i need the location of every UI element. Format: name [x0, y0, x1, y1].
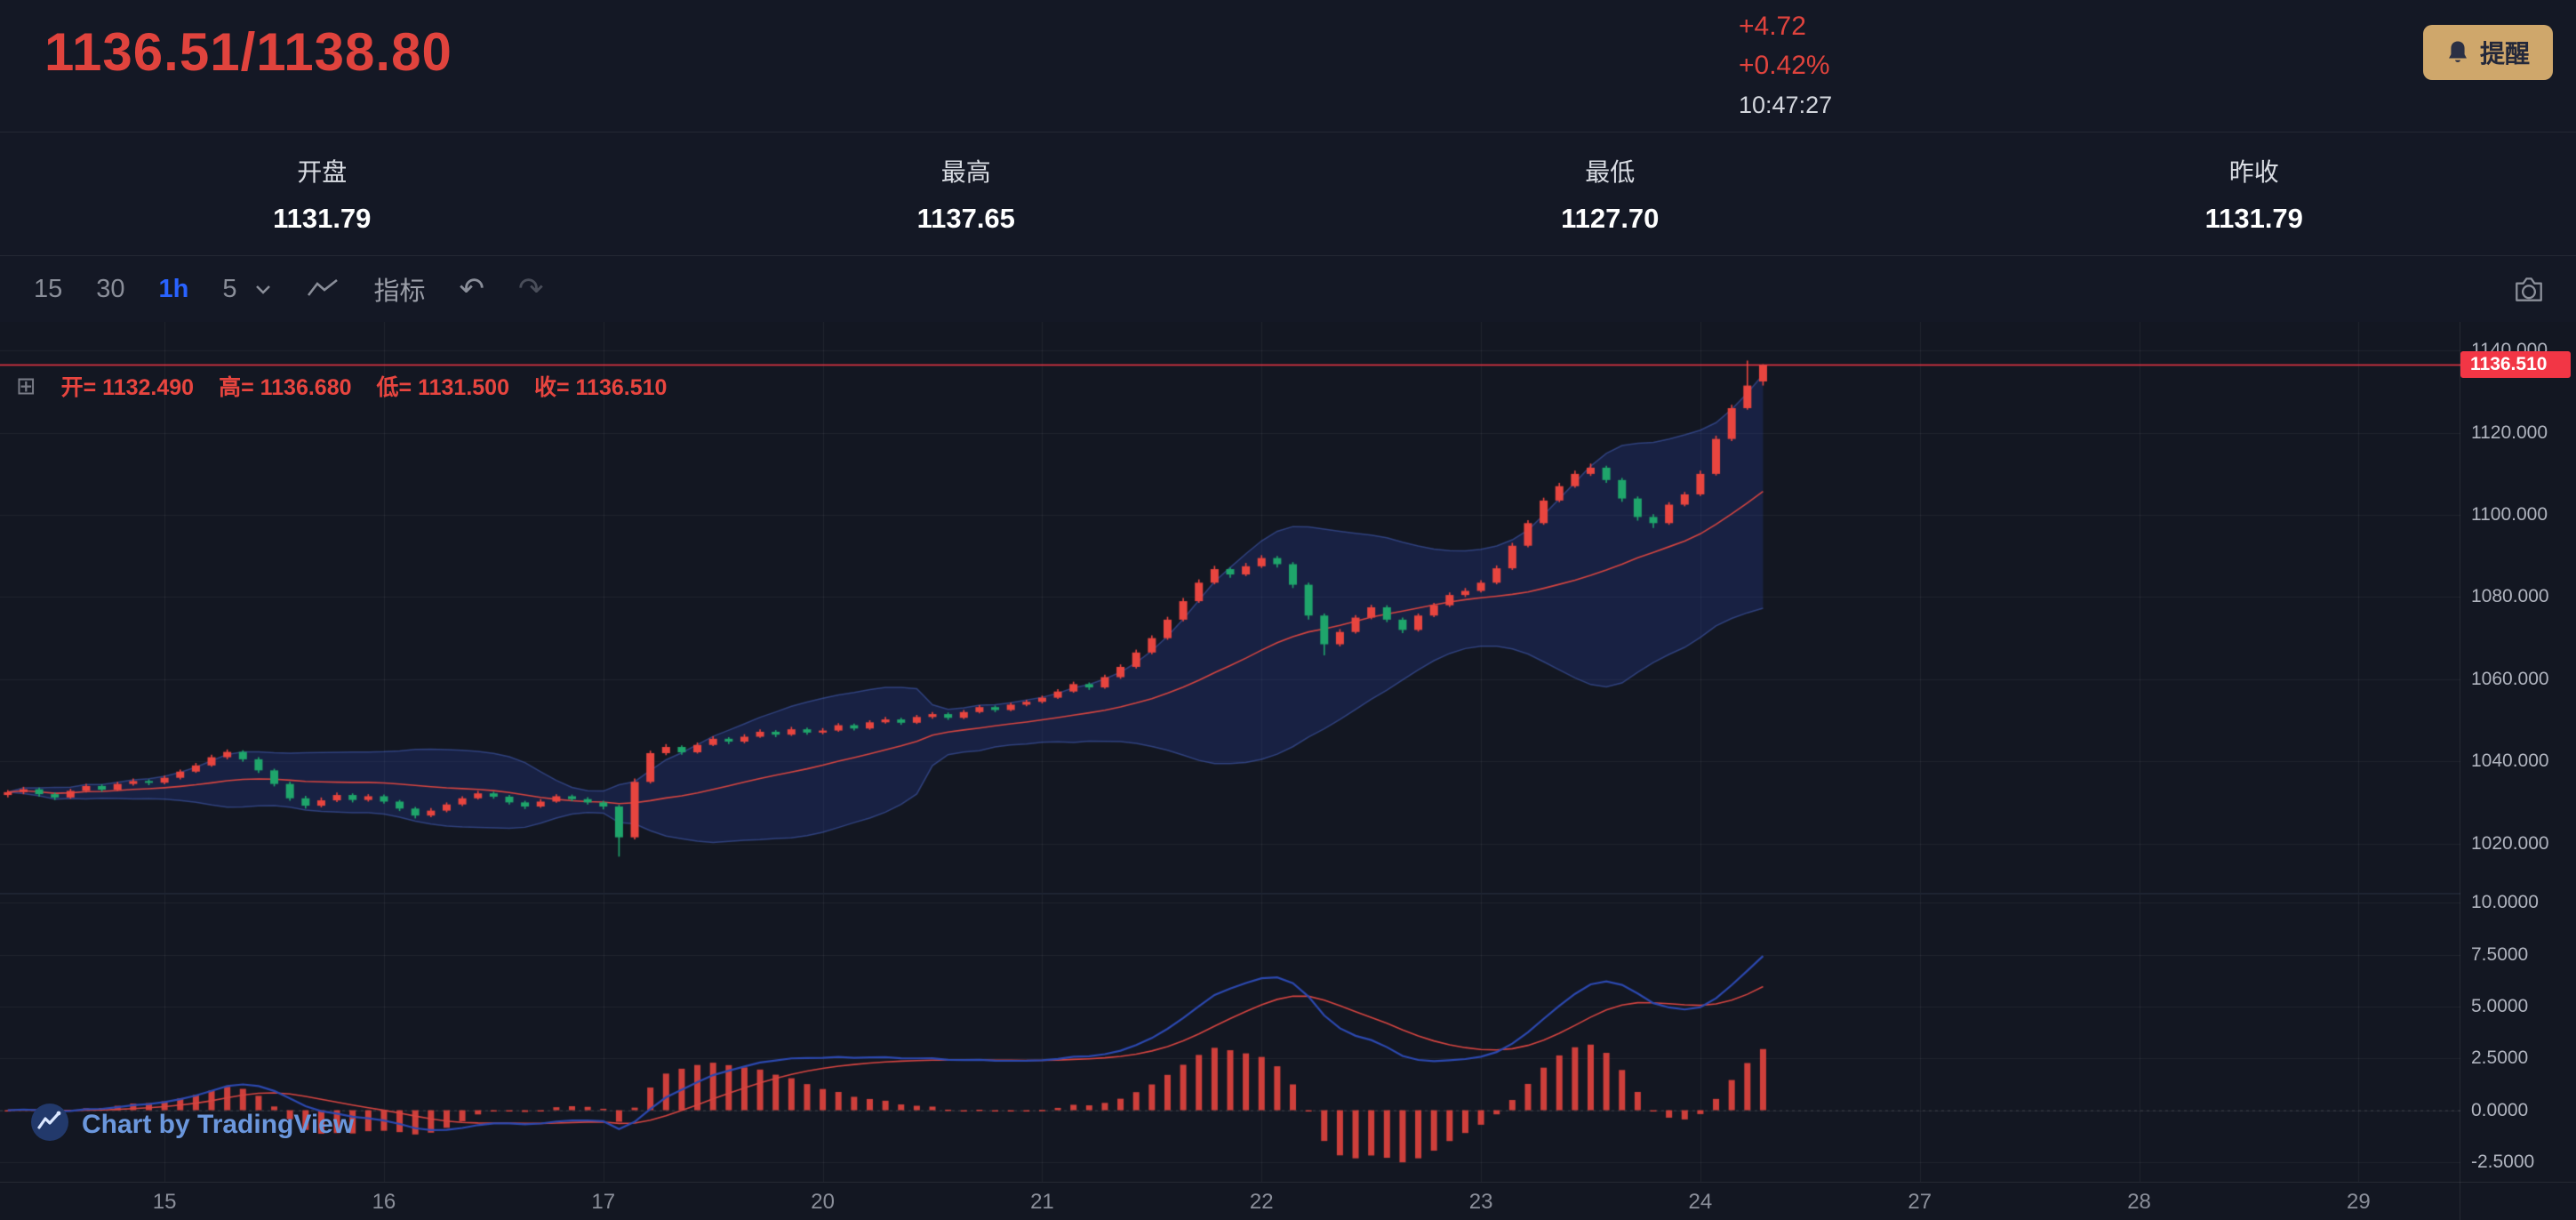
interval-group: 15 30 1h 5	[34, 275, 237, 304]
candlestick-chart[interactable]	[0, 322, 2460, 893]
panel-divider[interactable]	[0, 893, 2460, 895]
time-label: 22	[1249, 1190, 1274, 1214]
stat-value: 1137.65	[916, 203, 1015, 234]
ohlc-values: 开= 1132.490 高= 1136.680 低= 1131.500 收= 1136…	[61, 370, 668, 402]
indicators-button[interactable]: 指标	[373, 277, 426, 306]
stat-label: 昨收	[2228, 158, 2279, 186]
camera-icon[interactable]	[2512, 274, 2546, 304]
grid-icon[interactable]: ⊞	[16, 372, 36, 400]
stat-high: 最高 1137.65	[644, 132, 1289, 255]
macd-tick: 2.5000	[2471, 1047, 2529, 1069]
price-change-percent: +0.42%	[1739, 51, 1830, 80]
tradingview-attribution[interactable]: Chart by TradingView	[30, 1103, 354, 1146]
macd-tick: 7.5000	[2471, 943, 2529, 965]
chart-toolbar: 15 30 1h 5 指标 ↶ ↷	[0, 256, 2576, 322]
price-axis[interactable]: 1140.000 1120.000 1100.000 1080.000 1060.000…	[2460, 322, 2576, 1220]
ohlc-item: 收= 1136.510	[533, 375, 668, 400]
price-tick: 1100.000	[2471, 504, 2548, 526]
chevron-down-icon[interactable]	[253, 282, 273, 296]
macd-tick: -2.5000	[2471, 1151, 2535, 1172]
time-axis[interactable]: 15 16 17 20 21 22 23 24 27 28 29	[0, 1182, 2576, 1220]
stat-label: 最高	[940, 158, 991, 186]
undo-icon[interactable]: ↶	[459, 271, 485, 307]
interval-15[interactable]: 15	[34, 274, 63, 303]
interval-5[interactable]: 5	[222, 274, 237, 303]
chart-section: ⊞ 开= 1132.490 高= 1136.680 低= 1131.500 收= 11…	[0, 322, 2576, 1220]
stat-value: 1131.79	[2204, 203, 2303, 234]
bell-icon	[2446, 39, 2469, 66]
stat-open: 开盘 1131.79	[0, 132, 644, 255]
price-tick: 1020.000	[2471, 832, 2549, 854]
change-block: +4.72 +0.42% 10:47:27	[1739, 7, 1832, 124]
price-tick: 1120.000	[2471, 421, 2548, 443]
time-label: 29	[2347, 1190, 2371, 1214]
stat-label: 最低	[1585, 158, 1636, 186]
alert-button-label: 提醒	[2479, 40, 2530, 68]
ohlc-legend: ⊞ 开= 1132.490 高= 1136.680 低= 1131.500 收= 11…	[16, 370, 667, 402]
price-change: +4.72	[1739, 12, 1806, 41]
price-tick: 1040.000	[2471, 750, 2549, 772]
time-label: 17	[591, 1190, 616, 1214]
redo-icon[interactable]: ↷	[518, 271, 544, 307]
header: 1136.51/1138.80 +4.72 +0.42% 10:47:27 提醒	[0, 0, 2576, 132]
price-tick: 1080.000	[2471, 586, 2549, 607]
interval-30[interactable]: 30	[96, 274, 125, 303]
quote-time: 10:47:27	[1739, 92, 1833, 118]
stat-label: 开盘	[297, 158, 348, 186]
stat-value: 1127.70	[1561, 203, 1660, 234]
time-label: 24	[1688, 1190, 1713, 1214]
ohlc-item: 高= 1136.680	[219, 375, 352, 400]
interval-1h[interactable]: 1h	[158, 274, 189, 303]
attribution-text: Chart by TradingView	[82, 1109, 355, 1139]
time-label: 28	[2127, 1190, 2151, 1214]
current-price-label: 1136.510	[2460, 351, 2571, 379]
time-label: 21	[1030, 1190, 1054, 1214]
ohlc-item: 低= 1131.500	[376, 375, 509, 400]
chart-style-icon[interactable]	[307, 277, 340, 301]
macd-tick: 0.0000	[2471, 1099, 2529, 1120]
stat-low: 最低 1127.70	[1288, 132, 1932, 255]
stat-value: 1131.79	[273, 203, 372, 234]
alert-button[interactable]: 提醒	[2422, 25, 2553, 80]
time-label: 20	[811, 1190, 835, 1214]
time-label: 15	[152, 1190, 177, 1214]
bid-ask-price: 1136.51/1138.80	[44, 22, 452, 82]
time-label: 27	[1908, 1190, 1932, 1214]
time-label: 16	[372, 1190, 396, 1214]
macd-tick: 10.0000	[2471, 892, 2539, 913]
tradingview-logo-icon	[30, 1103, 69, 1146]
time-label: 23	[1468, 1190, 1493, 1214]
ohlc-item: 开= 1132.490	[60, 375, 195, 400]
price-tick: 1060.000	[2471, 668, 2549, 689]
stat-prev-close: 昨收 1131.79	[1932, 132, 2576, 255]
stats-bar: 开盘 1131.79 最高 1137.65 最低 1127.70 昨收 1131.79	[0, 132, 2576, 256]
macd-tick: 5.0000	[2471, 995, 2529, 1016]
macd-panel[interactable]	[0, 895, 2460, 1182]
